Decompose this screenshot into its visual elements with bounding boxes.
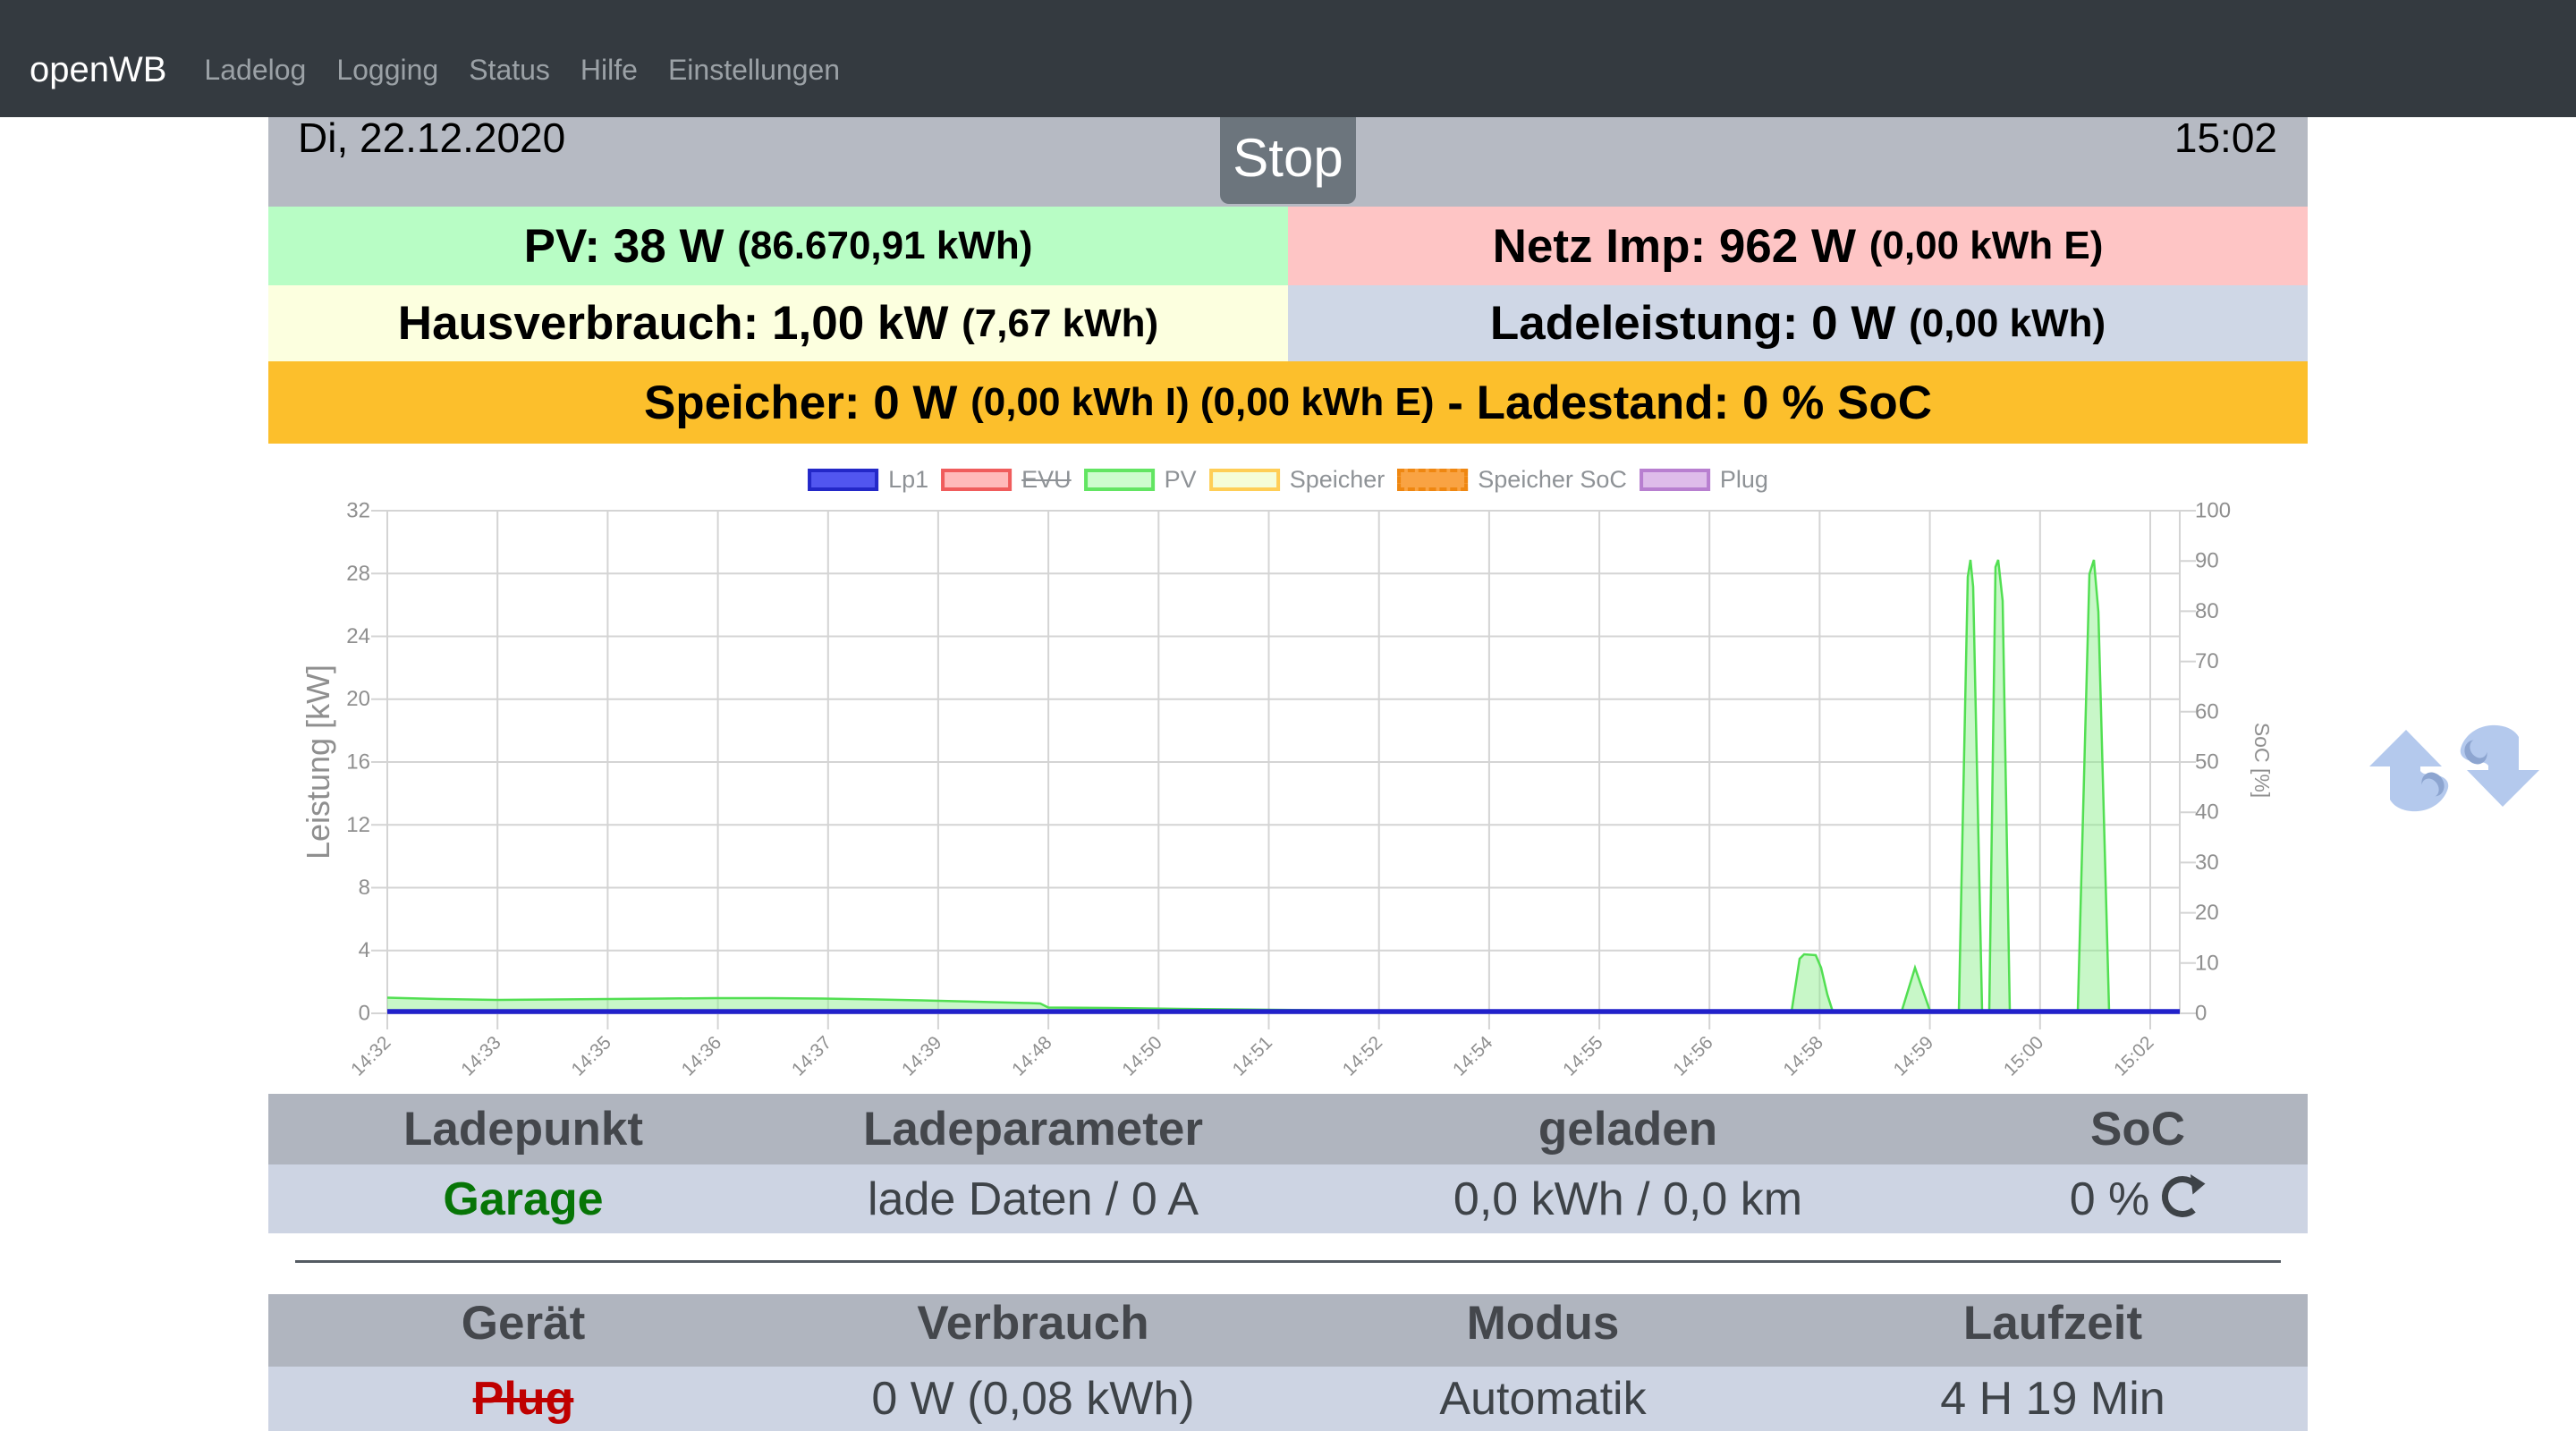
svg-text:Leistung [kW]: Leistung [kW] bbox=[300, 665, 336, 859]
svg-text:14:59: 14:59 bbox=[1890, 1032, 1937, 1080]
svg-text:0: 0 bbox=[2195, 1002, 2207, 1026]
svg-text:14:36: 14:36 bbox=[678, 1032, 725, 1080]
svg-text:15:02: 15:02 bbox=[2110, 1032, 2157, 1080]
svg-text:14:50: 14:50 bbox=[1118, 1032, 1165, 1080]
svg-text:10: 10 bbox=[2195, 951, 2219, 975]
svg-text:4: 4 bbox=[359, 938, 370, 962]
svg-text:28: 28 bbox=[346, 562, 370, 586]
svg-text:15:00: 15:00 bbox=[2000, 1032, 2047, 1080]
svg-text:60: 60 bbox=[2195, 699, 2219, 724]
svg-text:100: 100 bbox=[2195, 499, 2231, 523]
svg-text:20: 20 bbox=[2195, 901, 2219, 925]
svg-text:14:51: 14:51 bbox=[1229, 1032, 1276, 1080]
svg-text:32: 32 bbox=[346, 499, 370, 523]
svg-text:30: 30 bbox=[2195, 851, 2219, 875]
svg-text:14:39: 14:39 bbox=[898, 1032, 945, 1080]
svg-text:14:56: 14:56 bbox=[1669, 1032, 1716, 1080]
svg-text:0: 0 bbox=[359, 1002, 370, 1026]
svg-text:SoC [%]: SoC [%] bbox=[2250, 723, 2274, 798]
svg-text:14:58: 14:58 bbox=[1780, 1032, 1827, 1080]
svg-text:70: 70 bbox=[2195, 649, 2219, 673]
svg-text:8: 8 bbox=[359, 876, 370, 900]
svg-text:16: 16 bbox=[346, 750, 370, 775]
svg-text:24: 24 bbox=[346, 624, 370, 648]
svg-text:14:52: 14:52 bbox=[1339, 1032, 1386, 1080]
svg-text:80: 80 bbox=[2195, 599, 2219, 623]
svg-text:14:33: 14:33 bbox=[457, 1032, 504, 1080]
svg-text:14:32: 14:32 bbox=[347, 1032, 394, 1080]
svg-text:14:48: 14:48 bbox=[1008, 1032, 1055, 1080]
svg-text:50: 50 bbox=[2195, 750, 2219, 775]
svg-text:40: 40 bbox=[2195, 800, 2219, 825]
svg-text:14:55: 14:55 bbox=[1559, 1032, 1606, 1080]
svg-text:20: 20 bbox=[346, 687, 370, 711]
svg-text:14:37: 14:37 bbox=[788, 1032, 835, 1080]
svg-text:14:35: 14:35 bbox=[568, 1032, 615, 1080]
svg-text:12: 12 bbox=[346, 813, 370, 837]
svg-text:14:54: 14:54 bbox=[1449, 1032, 1497, 1080]
svg-text:90: 90 bbox=[2195, 549, 2219, 573]
